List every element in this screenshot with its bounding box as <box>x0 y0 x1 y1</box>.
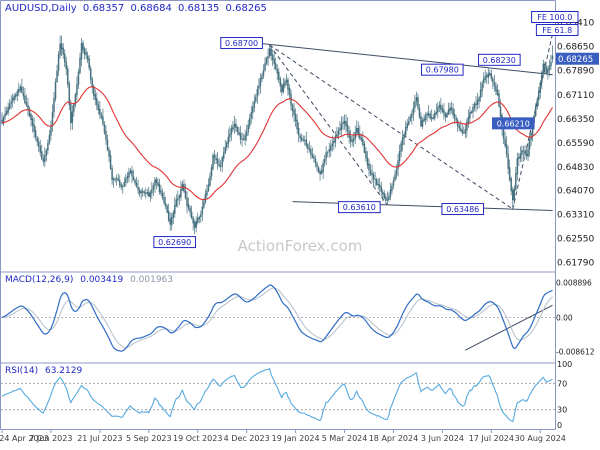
macd-axis-label: -0.008612 <box>556 347 595 356</box>
candle-bodies <box>1 42 554 229</box>
date-axis-label: 4 Dec 2023 <box>224 434 270 443</box>
price-axis-label: 0.67890 <box>557 67 594 77</box>
price-axis-label: 0.63310 <box>557 211 594 221</box>
date-axis-label: 3 Jun 2024 <box>421 434 464 443</box>
price-level-label: 0.63486 <box>446 205 479 214</box>
price-tag-label-box[interactable] <box>491 117 535 130</box>
rsi-line <box>1 367 553 423</box>
date-axis-label: 21 Jul 2023 <box>77 434 122 443</box>
date-axis-label: 17 Jul 2024 <box>469 434 514 443</box>
price-axis-label: 0.61790 <box>557 258 594 268</box>
price-axis-label: 0.68650 <box>557 43 594 53</box>
date-axis-label: 5 Sep 2023 <box>126 434 172 443</box>
price-level-label: 0.68700 <box>225 39 258 48</box>
price-level-label-box[interactable] <box>441 203 485 216</box>
macd-series <box>1 284 553 352</box>
price-level-label-box[interactable] <box>338 201 381 214</box>
price-axis-label: 0.62550 <box>557 234 594 244</box>
date-axis-label: 18 Apr 2024 <box>369 434 418 443</box>
indicator-levels <box>1 317 555 411</box>
price-level-label-box[interactable] <box>220 37 263 50</box>
candlestick-series <box>1 35 554 235</box>
date-axis-label: 7 Jun 2023 <box>29 434 72 443</box>
rsi-axis-label: 70 <box>557 379 567 388</box>
fib-extension-label-box[interactable] <box>535 24 579 36</box>
macd-line <box>1 284 553 352</box>
price-tag-label: 0.66210 <box>497 119 530 128</box>
macd-axis-label: 0.00 <box>556 314 573 323</box>
macd-axis-label: 0.008896 <box>556 279 592 288</box>
price-level-label-box[interactable] <box>153 236 196 249</box>
price-axis-label: 0.65590 <box>557 139 594 149</box>
price-axis-label: 0.64830 <box>557 163 594 173</box>
trendlines <box>231 33 553 351</box>
price-axis-label: 0.67110 <box>557 91 594 101</box>
trendline-dashed[interactable] <box>269 44 388 206</box>
price-level-label: 0.63610 <box>343 203 376 212</box>
date-axis-label: 19 Jan 2024 <box>272 434 320 443</box>
price-level-label: 0.67980 <box>426 66 459 75</box>
moving-average-line <box>1 86 553 201</box>
fib-extension-label-box[interactable] <box>531 11 579 23</box>
price-level-labels: 0.68700 0.67980 0.68230 0.63610 0.63486 0.626… <box>153 11 579 249</box>
date-axis-label: 30 Aug 2024 <box>515 434 566 443</box>
fib-extension-label: FE 100.0 <box>537 13 572 22</box>
macd-signal-line <box>1 287 553 349</box>
rsi-series <box>1 367 553 423</box>
macd-trendline[interactable] <box>465 304 553 351</box>
price-level-label: 0.62690 <box>158 238 191 247</box>
trendline-dashed[interactable] <box>512 33 553 210</box>
date-axis-label: 24 Apr 2023 <box>0 434 49 443</box>
trendline-solid[interactable] <box>231 39 553 76</box>
rsi-axis-label: 0 <box>557 421 562 430</box>
rsi-axis-label: 30 <box>557 406 567 415</box>
panel-borders <box>0 0 556 430</box>
trendline-dashed[interactable] <box>269 44 514 210</box>
current-price-tag-label: 0.68265 <box>558 55 593 65</box>
trendline-solid[interactable] <box>292 201 553 211</box>
price-level-label-box[interactable] <box>420 63 464 76</box>
rsi-axis-label: 100 <box>557 360 572 369</box>
price-level-label-box[interactable] <box>478 53 521 66</box>
date-axis-label: 5 Mar 2024 <box>322 434 368 443</box>
price-level-label: 0.68230 <box>483 56 516 65</box>
price-axis-label: 0.64070 <box>557 187 594 197</box>
price-axis-label: 0.66350 <box>557 115 594 125</box>
price-axis: 0.69410 0.68650 0.67890 0.67110 0.66350 0.655… <box>556 19 599 430</box>
current-price-tag <box>556 52 599 65</box>
date-axis-label: 19 Oct 2023 <box>173 434 222 443</box>
fib-extension-label: FE 61.8 <box>542 26 572 35</box>
price-axis-label: 0.69410 <box>557 19 594 29</box>
